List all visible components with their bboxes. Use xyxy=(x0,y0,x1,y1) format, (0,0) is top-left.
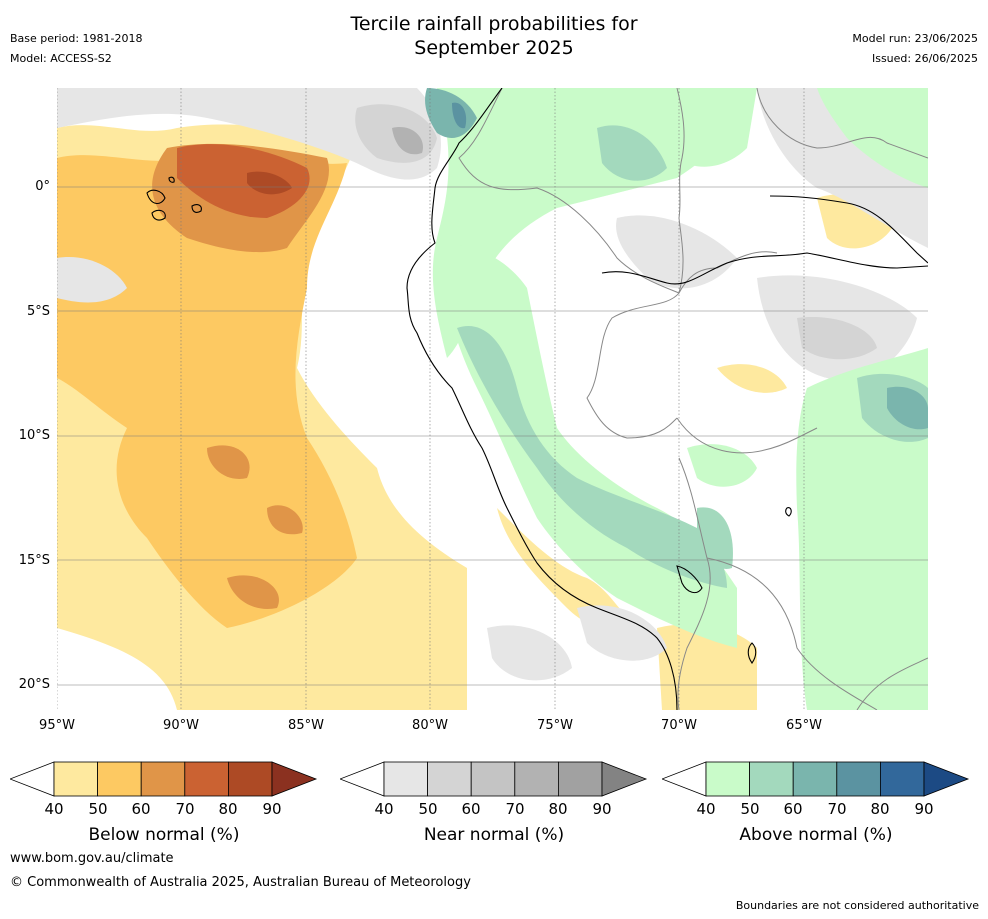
above-bin xyxy=(749,761,794,797)
lon-label-95w: 95°W xyxy=(39,718,75,733)
below-tick: 80 xyxy=(218,800,238,818)
above-bin xyxy=(836,761,881,797)
lon-label-85w: 85°W xyxy=(288,718,324,733)
lat-label-20s: 20°S xyxy=(18,677,50,692)
below-normal-regions xyxy=(57,124,897,710)
model-run: Model run: 23/06/2025 xyxy=(852,32,978,45)
near-bin xyxy=(383,761,428,797)
below-bin xyxy=(97,761,142,797)
lat-label-15s: 15°S xyxy=(18,553,50,568)
near-tick: 90 xyxy=(592,800,612,818)
below-tick: 40 xyxy=(44,800,64,818)
title-line-1: Tercile rainfall probabilities for xyxy=(350,13,638,35)
footer-url[interactable]: www.bom.gov.au/climate xyxy=(10,851,174,866)
map-panel xyxy=(57,88,928,710)
issued-date: Issued: 26/06/2025 xyxy=(871,52,978,65)
colorbar-near-title: Near normal (%) xyxy=(423,825,565,845)
below-extend-low xyxy=(10,761,55,797)
near-bin xyxy=(470,761,516,797)
near-extend-high xyxy=(601,761,648,797)
above-tick: 90 xyxy=(914,800,934,818)
below-tick: 50 xyxy=(88,800,108,818)
near-tick: 60 xyxy=(461,800,481,818)
graticule xyxy=(57,88,928,710)
title-line-2: September 2025 xyxy=(414,37,574,59)
above-bin xyxy=(879,761,925,797)
above-bin xyxy=(705,761,750,797)
lon-label-70w: 70°W xyxy=(661,718,697,733)
base-period: Base period: 1981-2018 xyxy=(10,32,143,45)
lon-label-75w: 75°W xyxy=(537,718,573,733)
near-extend-low xyxy=(340,761,385,797)
colorbar-above-normal xyxy=(662,761,970,797)
lon-label-80w: 80°W xyxy=(412,718,448,733)
below-bin xyxy=(184,761,229,797)
lat-label-5s: 5°S xyxy=(26,304,50,319)
near-tick: 40 xyxy=(374,800,394,818)
near-normal-regions xyxy=(57,88,928,681)
above-normal-regions xyxy=(425,88,928,710)
map-svg xyxy=(57,88,928,710)
footer-note: Boundaries are not considered authoritat… xyxy=(735,899,979,912)
below-bin xyxy=(227,761,273,797)
near-bin xyxy=(427,761,472,797)
lat-label-0: 0° xyxy=(35,179,50,194)
below-extend-high xyxy=(271,761,318,797)
above-tick: 80 xyxy=(870,800,890,818)
above-tick: 50 xyxy=(740,800,760,818)
country-borders xyxy=(458,88,928,710)
lon-label-90w: 90°W xyxy=(163,718,199,733)
meta-right: Model run: 23/06/2025 Issued: 26/06/2025 xyxy=(852,29,978,69)
above-tick: 60 xyxy=(783,800,803,818)
coastline xyxy=(146,88,928,710)
above-tick: 70 xyxy=(827,800,847,818)
meta-left: Base period: 1981-2018 Model: ACCESS-S2 xyxy=(10,29,142,69)
near-tick: 70 xyxy=(505,800,525,818)
lon-label-65w: 65°W xyxy=(786,718,822,733)
above-tick: 40 xyxy=(696,800,716,818)
near-bin xyxy=(557,761,603,797)
colorbar-below-normal xyxy=(10,761,318,797)
above-extend-high xyxy=(923,761,970,797)
near-tick: 80 xyxy=(548,800,568,818)
footer-copyright: © Commonwealth of Australia 2025, Austra… xyxy=(10,875,471,890)
above-bin xyxy=(792,761,838,797)
map-title: Tercile rainfall probabilities for Septe… xyxy=(0,12,988,60)
lat-label-10s: 10°S xyxy=(18,428,50,443)
colorbar-above-title: Above normal (%) xyxy=(739,825,893,845)
near-bin xyxy=(514,761,559,797)
below-bin xyxy=(140,761,186,797)
near-tick: 50 xyxy=(418,800,438,818)
colorbar-below-title: Below normal (%) xyxy=(88,825,240,845)
below-bin xyxy=(53,761,98,797)
below-tick: 60 xyxy=(131,800,151,818)
colorbar-near-normal xyxy=(340,761,648,797)
model-name: Model: ACCESS-S2 xyxy=(10,52,112,65)
above-extend-low xyxy=(662,761,707,797)
below-tick: 90 xyxy=(262,800,282,818)
below-tick: 70 xyxy=(175,800,195,818)
